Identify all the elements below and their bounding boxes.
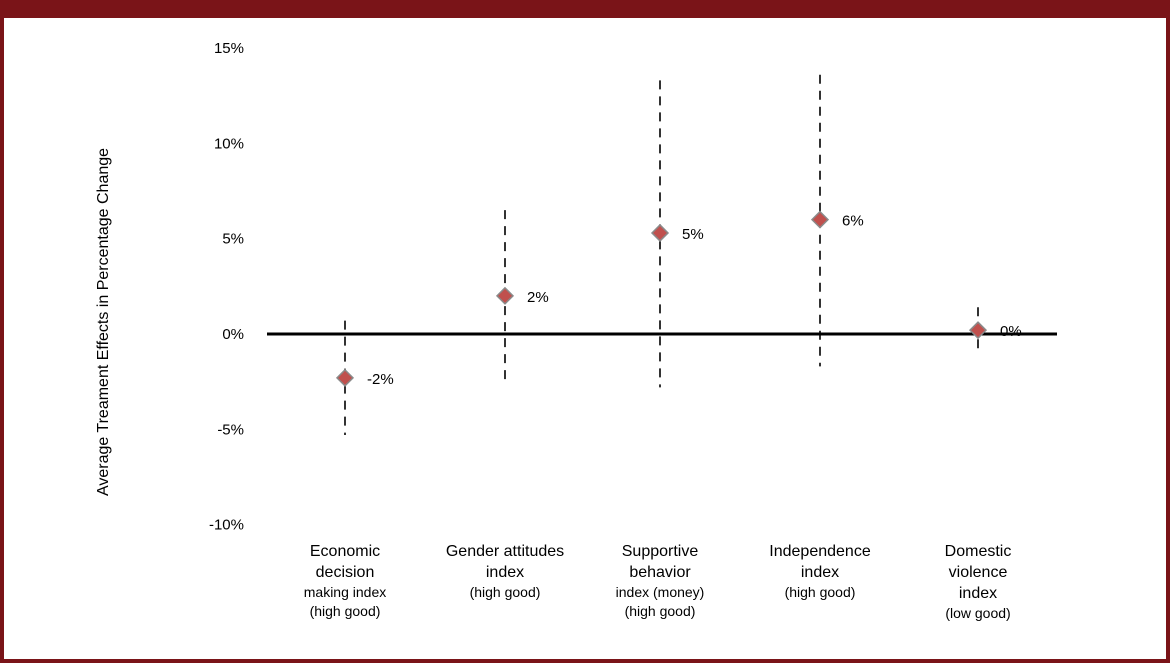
y-axis-label: Average Treament Effects in Percentage C…	[95, 148, 112, 496]
data-label: 6%	[842, 213, 864, 230]
point-marker	[650, 223, 670, 243]
point-marker	[810, 210, 830, 229]
y-tick-label: -10%	[209, 517, 244, 534]
data-label: -2%	[367, 371, 394, 388]
category-label: Supportive	[622, 543, 699, 560]
data-label: 5%	[682, 226, 704, 243]
point-marker	[495, 286, 515, 305]
point-marker	[335, 368, 355, 387]
category-sublabel: (high good)	[785, 584, 856, 600]
y-axis-ticks: 15% 10% 5% 0% -5% -10%	[209, 40, 244, 534]
category-label: decision	[316, 564, 375, 581]
category-sublabel: index (money)	[616, 584, 705, 600]
category-sublabel: (low good)	[945, 605, 1010, 621]
category-label: behavior	[629, 564, 691, 581]
y-tick-label: 10%	[214, 135, 244, 152]
category-label: index	[486, 564, 524, 581]
data-labels: -2% 2% 5% 6% 0%	[367, 213, 1022, 388]
y-tick-label: 15%	[214, 40, 244, 57]
data-label: 2%	[527, 289, 549, 306]
category-sublabel: (high good)	[470, 584, 541, 600]
category-label: index	[959, 585, 997, 602]
category-sublabel: making index	[304, 584, 387, 600]
y-tick-label: -5%	[217, 421, 244, 438]
data-label: 0%	[1000, 323, 1022, 340]
confidence-intervals	[344, 74, 979, 436]
category-label: violence	[949, 564, 1008, 581]
y-tick-label: 5%	[222, 231, 244, 248]
y-tick-label: 0%	[222, 326, 244, 343]
category-label: Domestic	[945, 543, 1012, 560]
category-label: Gender attitudes	[446, 543, 564, 560]
point-markers	[335, 210, 988, 387]
category-labels: Economic decision making index (high good) G…	[304, 543, 1012, 621]
point-marker	[968, 321, 988, 340]
category-label: index	[801, 564, 839, 581]
category-label: Independence	[769, 543, 871, 560]
category-sublabel: (high good)	[625, 603, 696, 619]
category-label: Economic	[310, 543, 380, 560]
category-sublabel: (high good)	[310, 603, 381, 619]
